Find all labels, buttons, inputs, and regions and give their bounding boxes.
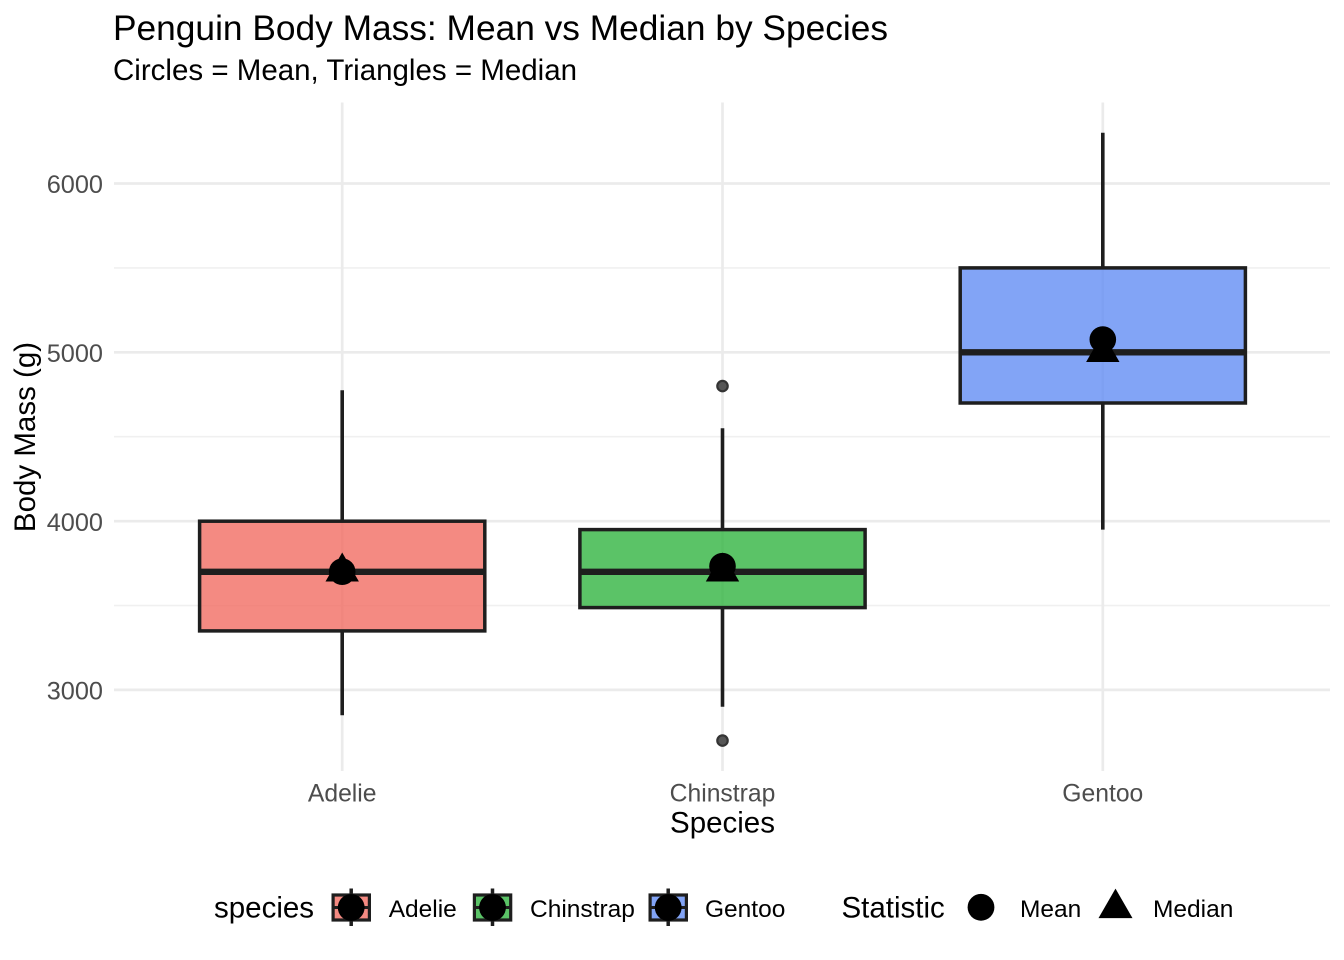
svg-text:3000: 3000 [47,678,103,706]
svg-text:Adelie: Adelie [389,896,457,923]
svg-text:Gentoo: Gentoo [705,896,785,923]
svg-text:Statistic: Statistic [842,892,945,925]
svg-text:Body Mass (g): Body Mass (g) [9,342,42,532]
svg-text:Adelie: Adelie [308,781,377,808]
svg-text:Median: Median [1153,896,1233,923]
svg-text:Circles = Mean, Triangles = Me: Circles = Mean, Triangles = Median [113,54,577,87]
svg-text:Chinstrap: Chinstrap [530,896,635,923]
svg-text:6000: 6000 [47,171,103,199]
svg-text:Mean: Mean [1020,896,1081,923]
svg-text:4000: 4000 [47,509,103,537]
svg-text:5000: 5000 [47,340,103,368]
svg-text:Gentoo: Gentoo [1062,781,1143,808]
svg-text:Penguin Body Mass: Mean vs Med: Penguin Body Mass: Mean vs Median by Spe… [113,9,888,48]
svg-text:species: species [214,892,314,925]
svg-text:Species: Species [670,807,775,840]
svg-text:Chinstrap: Chinstrap [670,781,776,808]
